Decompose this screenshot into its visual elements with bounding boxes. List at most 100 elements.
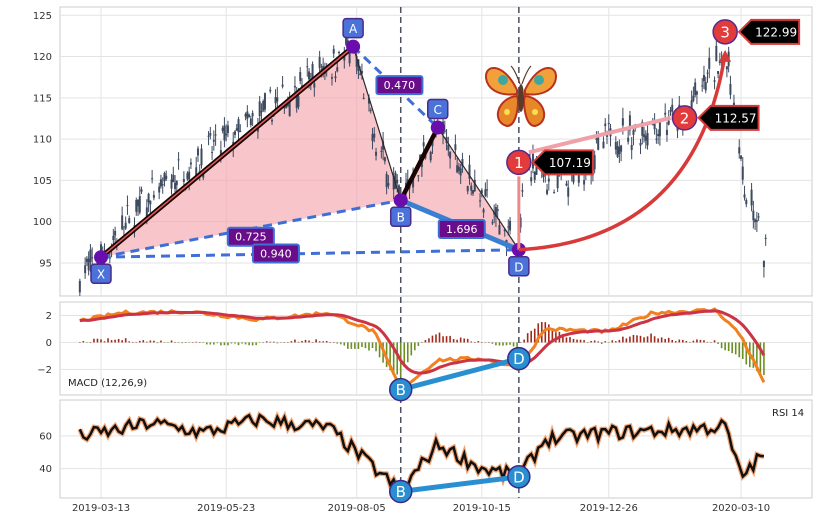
candle-body bbox=[334, 76, 337, 79]
target-price-label: 122.99 bbox=[755, 25, 797, 39]
candle-body bbox=[702, 74, 705, 82]
candle-body bbox=[396, 179, 399, 184]
macd-histogram-bar bbox=[248, 342, 250, 346]
x-tick-label: 2020-03-10 bbox=[712, 503, 770, 514]
y-tick-label: 2 bbox=[46, 311, 52, 322]
candle-body bbox=[186, 173, 189, 180]
macd-histogram-bar bbox=[392, 342, 395, 374]
candle-body bbox=[449, 151, 452, 159]
candle-body bbox=[182, 178, 185, 182]
candle-body bbox=[473, 179, 476, 192]
candle-body bbox=[725, 66, 728, 70]
candle-body bbox=[221, 127, 224, 131]
candle-body bbox=[496, 209, 499, 211]
candle-body bbox=[288, 101, 291, 117]
point-badge-label: X bbox=[97, 268, 105, 282]
candle-body bbox=[286, 103, 289, 106]
macd-histogram-bar bbox=[227, 342, 229, 346]
target-circle bbox=[506, 149, 532, 176]
macd-histogram-bar bbox=[516, 342, 518, 349]
macd-histogram-bar bbox=[315, 339, 317, 343]
macd-histogram-bar bbox=[738, 342, 741, 358]
candle-body bbox=[627, 137, 630, 142]
macd-histogram-bar bbox=[569, 337, 571, 343]
macd-histogram-bar bbox=[452, 339, 455, 343]
macd-histogram-bar bbox=[449, 335, 451, 343]
macd-histogram-bar bbox=[170, 340, 173, 343]
macd-divergence: BD bbox=[388, 346, 531, 402]
target-number: 2 bbox=[680, 109, 690, 127]
candle-body bbox=[373, 133, 376, 138]
candle-body bbox=[470, 185, 473, 191]
macd-histogram-bar bbox=[174, 341, 176, 343]
candle-body bbox=[507, 226, 510, 228]
candle-body bbox=[397, 185, 400, 200]
macd-histogram-bar bbox=[551, 328, 554, 343]
macd-histogram-bar bbox=[629, 336, 631, 343]
candle-body bbox=[195, 167, 198, 178]
macd-histogram-bar bbox=[177, 342, 180, 343]
macd-histogram-bar bbox=[308, 340, 310, 343]
target-number: 1 bbox=[514, 154, 524, 172]
macd-histogram-bar bbox=[646, 336, 649, 343]
divergence-point-label: D bbox=[513, 468, 525, 486]
candle-body bbox=[750, 189, 753, 206]
candle-body bbox=[604, 123, 607, 126]
candle-body bbox=[494, 207, 497, 217]
candle-body bbox=[226, 125, 229, 134]
macd-histogram-bar bbox=[389, 342, 391, 371]
macd-histogram-bar bbox=[135, 341, 138, 343]
macd-histogram-bar bbox=[611, 340, 614, 343]
y-tick-label: −2 bbox=[37, 365, 52, 376]
macd-histogram-bar bbox=[491, 342, 494, 344]
candle-body bbox=[503, 229, 506, 232]
candle-body bbox=[308, 71, 311, 80]
macd-histogram-bar bbox=[667, 337, 670, 343]
candle-body bbox=[78, 280, 81, 293]
macd-histogram-bar bbox=[163, 342, 166, 343]
macd-histogram-bar bbox=[100, 339, 102, 343]
candle-body bbox=[641, 121, 644, 136]
divergence-point bbox=[507, 465, 531, 489]
macd-histogram-bar bbox=[689, 341, 691, 343]
macd-histogram-bar bbox=[745, 342, 748, 365]
candle-body bbox=[754, 219, 757, 223]
ratio-box bbox=[251, 243, 300, 264]
candle-body bbox=[300, 85, 303, 87]
macd-histogram-bar bbox=[96, 338, 99, 343]
candle-body bbox=[547, 178, 550, 182]
candle-body bbox=[392, 175, 395, 190]
candle-body bbox=[657, 133, 660, 136]
candle-body bbox=[644, 135, 647, 141]
candle-body bbox=[484, 189, 487, 196]
macd-histogram-bar bbox=[685, 341, 688, 343]
macd-histogram-bar bbox=[251, 342, 254, 346]
macd-histogram-bar bbox=[604, 341, 607, 343]
candle-body bbox=[158, 186, 161, 193]
macd-histogram-bar bbox=[142, 340, 145, 343]
candle-body bbox=[360, 70, 363, 74]
x-tick-label: 2019-08-05 bbox=[328, 503, 386, 514]
macd-histogram-bar bbox=[350, 342, 353, 349]
xab-fill bbox=[101, 46, 401, 258]
macd-histogram-bar bbox=[639, 335, 642, 343]
candle-body bbox=[468, 164, 471, 179]
candle-body bbox=[306, 66, 309, 68]
macd-histogram-bar bbox=[146, 341, 148, 343]
macd-histogram-bar bbox=[572, 338, 575, 343]
target-price-label: 112.57 bbox=[715, 111, 757, 125]
candle-body bbox=[521, 190, 524, 192]
point-badge-label: B bbox=[397, 211, 405, 225]
candle-body bbox=[755, 220, 758, 222]
macd-histogram bbox=[79, 322, 765, 378]
candle-body bbox=[577, 169, 580, 183]
point-badge bbox=[90, 263, 112, 284]
candle-body bbox=[713, 80, 716, 82]
candle-body bbox=[124, 222, 127, 229]
macd-histogram-bar bbox=[445, 336, 448, 343]
candle-body bbox=[565, 183, 568, 186]
y-tick-labels: 95 100 105 110 115 120 125 −2 0 2 40 60 bbox=[33, 11, 52, 475]
macd-histogram-bar bbox=[583, 340, 585, 343]
macd-histogram-bar bbox=[526, 333, 529, 343]
